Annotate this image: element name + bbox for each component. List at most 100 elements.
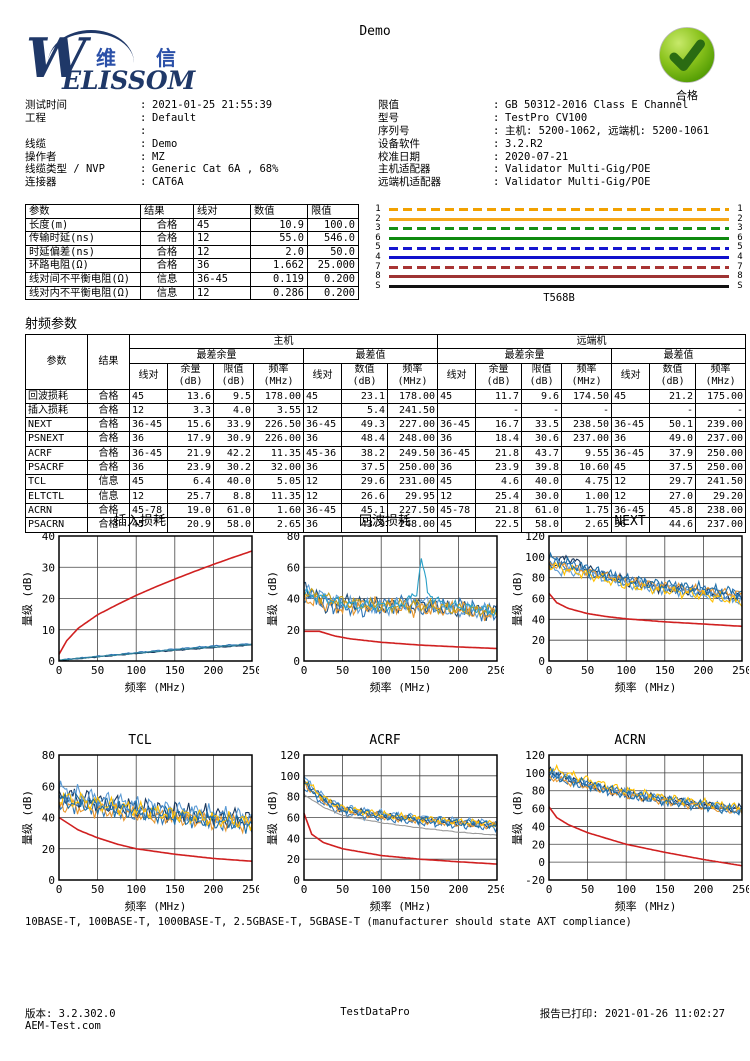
chart-return-loss: 回波损耗 0 50 100 150 200 250 0 20 40 60 80 频率 (MHz) 量级 … [266, 514, 504, 694]
svg-text:150: 150 [410, 883, 430, 896]
svg-text:250: 250 [732, 664, 749, 677]
test-info-block: 测试时间:2021-01-25 21:55:39 工程: Default: 线缆: De… [25, 99, 370, 189]
svg-text:60: 60 [532, 803, 545, 816]
chart-acrf-canvas: 0 50 100 150 200 250 0 20 40 60 80 100 120 频率 (MHz) 量级… [266, 749, 504, 913]
svg-text:60: 60 [532, 593, 545, 606]
info-label: 工程 [25, 111, 46, 124]
svg-text:200: 200 [203, 664, 223, 677]
table-cell: 时延偏差(ns) [25, 244, 141, 260]
rf-result-cell: 合格 [87, 460, 130, 476]
table-cell: 36 [129, 431, 168, 447]
table-cell: 长度(m) [25, 217, 141, 233]
svg-text:20: 20 [532, 838, 545, 851]
chart-title: NEXT [614, 514, 646, 529]
wire-pin-left: 8 [375, 271, 381, 282]
rf-h-value: 数值 (dB) [341, 362, 388, 390]
table-cell: 45 [129, 388, 168, 404]
table-cell: 45 [611, 460, 651, 476]
info-value: 2021-01-25 21:55:39 [152, 99, 273, 111]
logo-english-name: ELISSOM [62, 66, 196, 95]
table-cell: 2.0 [250, 244, 308, 260]
svg-text:量级 (dB): 量级 (dB) [266, 571, 279, 626]
table-cell: 12 [611, 488, 651, 504]
svg-text:30: 30 [42, 561, 55, 574]
wiremap-caption: T568B [543, 292, 575, 304]
table-cell: 36 [303, 431, 342, 447]
table-cell: 50.0 [307, 244, 359, 260]
info-label: 主机适配器 [378, 163, 431, 176]
info-value: CAT6A [152, 176, 184, 189]
svg-text:250: 250 [487, 883, 504, 896]
info-label [25, 125, 140, 138]
table-row: ACRN 合格 45-78 19.0 61.0 1.60 36-45 45.1 227.50 45… [25, 502, 747, 519]
table-cell: 0.200 [307, 285, 359, 301]
rf-col-result: 结果 [87, 334, 130, 390]
summary-header-cell: 参数 [25, 204, 141, 219]
table-cell: - [649, 402, 697, 419]
table-cell: - [521, 402, 563, 419]
table-cell: 100.0 [307, 217, 359, 233]
info-separator: : [140, 137, 147, 150]
rf-h-freq: 频率 (MHz) [695, 362, 747, 390]
table-cell: 9.6 [521, 388, 563, 404]
wire-line-solid [389, 237, 729, 241]
info-row: : [25, 125, 370, 138]
table-cell: 环路电阻(Ω) [25, 258, 141, 273]
svg-text:频率 (MHz): 频率 (MHz) [370, 899, 432, 913]
svg-text:150: 150 [165, 664, 185, 677]
rf-result-cell: 合格 [87, 445, 130, 462]
svg-text:20: 20 [42, 593, 55, 606]
svg-text:20: 20 [42, 843, 55, 856]
summary-table: 参数 结果 线对 数值 限值 长度(m) 合格 45 10.9 100.0 传输时延(ns) 合格 1… [25, 204, 359, 301]
svg-text:0: 0 [293, 655, 300, 668]
rf-param-cell: 回波损耗 [25, 388, 88, 404]
table-cell: 58.0 [213, 517, 254, 533]
svg-text:80: 80 [287, 791, 300, 804]
table-cell: 23.9 [475, 460, 523, 476]
table-cell: 42.2 [213, 445, 254, 462]
wire-line-striped [389, 227, 729, 231]
rf-h-limit: 限值 (dB) [213, 362, 254, 390]
info-value: Demo [152, 137, 178, 150]
table-cell: 36-45 [129, 445, 168, 462]
table-cell: 45-78 [437, 502, 477, 519]
info-row: 远端机适配器: Validator Multi-Gig/POE [378, 176, 746, 189]
info-label: 线缆类型 / NVP [25, 163, 105, 176]
info-value: 主机: 5200-1062, 远端机: 5200-1061 [505, 124, 710, 137]
info-label: 测试时间 [25, 99, 67, 111]
table-row: 回波损耗 合格 45 13.6 9.5 178.00 45 23.1 178.00 45 11.7 9… [25, 388, 747, 404]
wire-line-solid [389, 275, 729, 279]
rf-host-worst-value: 最差值 [302, 348, 439, 364]
pass-check-icon [659, 27, 715, 83]
info-label: 连接器 [25, 176, 57, 189]
table-cell: 178.00 [386, 388, 439, 404]
rf-result-cell: 合格 [87, 388, 130, 404]
chart-title: TCL [128, 733, 152, 748]
svg-text:0: 0 [48, 655, 55, 668]
table-cell: 36-45 [611, 417, 651, 433]
table-cell: 241.50 [386, 402, 439, 419]
table-cell: 49.0 [649, 431, 697, 447]
wire-pin-right: 4 [737, 251, 743, 262]
svg-text:频率 (MHz): 频率 (MHz) [125, 680, 187, 694]
table-cell: 45 [437, 517, 477, 533]
rf-result-cell: 合格 [87, 417, 130, 433]
svg-text:200: 200 [203, 883, 223, 896]
wire-pin-left: 2 [375, 213, 381, 224]
info-value: GB 50312-2016 Class E Channel [505, 99, 689, 111]
table-row: ACRF 合格 36-45 21.9 42.2 11.35 45-36 38.2 249.50 3… [25, 445, 747, 462]
chart-return-loss-canvas: 0 50 100 150 200 250 0 20 40 60 80 频率 (MHz) 量级 (dB) [266, 530, 504, 694]
svg-text:150: 150 [165, 883, 185, 896]
table-cell: 250.00 [386, 460, 439, 476]
table-row: TCL 信息 45 6.4 40.0 5.05 12 29.6 231.00 45 4.6 40.0 4… [25, 474, 747, 490]
info-label: 型号 [378, 111, 399, 124]
svg-text:频率 (MHz): 频率 (MHz) [615, 680, 677, 694]
rf-section-title: 射频参数 [25, 317, 78, 332]
footer-version: 版本: 3.2.302.0 [25, 1008, 116, 1020]
table-cell: 61.0 [521, 502, 563, 519]
svg-text:20: 20 [287, 624, 300, 637]
table-cell: 传输时延(ns) [25, 231, 141, 246]
